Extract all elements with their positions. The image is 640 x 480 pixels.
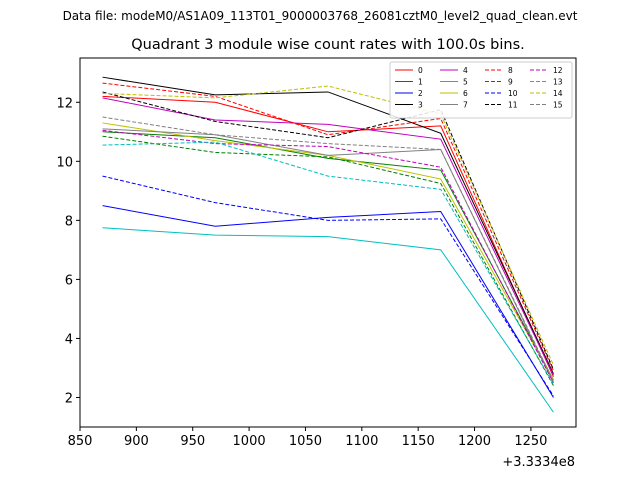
- legend-label-15: 15: [553, 101, 563, 110]
- y-tick-label: 8: [65, 214, 73, 229]
- legend-label-6: 6: [463, 89, 468, 98]
- y-tick-label: 10: [56, 155, 73, 170]
- legend-label-5: 5: [463, 78, 468, 87]
- legend-label-7: 7: [463, 101, 468, 110]
- series-line-10: [102, 175, 554, 397]
- series-line-2: [102, 205, 554, 398]
- legend-label-13: 13: [553, 78, 563, 87]
- y-tick-label: 4: [65, 332, 73, 347]
- legend-label-11: 11: [508, 101, 518, 110]
- series-line-5: [102, 227, 554, 413]
- chart-title: Quadrant 3 module wise count rates with …: [131, 37, 525, 53]
- y-tick-label: 12: [56, 96, 73, 111]
- x-tick-label: 1000: [233, 434, 266, 449]
- x-tick-label: 1250: [514, 434, 547, 449]
- series-line-11: [102, 91, 554, 370]
- x-tick-label: 1150: [402, 434, 435, 449]
- x-tick-label: 1200: [458, 434, 491, 449]
- legend-label-9: 9: [508, 78, 513, 87]
- series-line-9: [102, 135, 554, 386]
- legend-label-1: 1: [418, 78, 423, 87]
- legend-label-10: 10: [508, 89, 518, 98]
- legend-label-8: 8: [508, 66, 513, 75]
- series-line-13: [102, 141, 554, 385]
- x-tick-label: 1100: [345, 434, 378, 449]
- series-line-3: [102, 76, 554, 375]
- x-tick-label: 1050: [289, 434, 322, 449]
- legend-label-4: 4: [463, 66, 468, 75]
- legend-label-12: 12: [553, 66, 563, 75]
- series-line-4: [102, 97, 554, 376]
- series-line-14: [102, 85, 554, 366]
- chart-suptitle: Data file: modeM0/AS1A09_113T01_90000037…: [63, 9, 578, 23]
- x-tick-label: 900: [124, 434, 149, 449]
- series-layer: [102, 76, 554, 413]
- axes: 850 900 950 1000 1050 1100 1150 1200 12502468101…: [56, 57, 577, 449]
- series-line-8: [102, 82, 554, 372]
- x-offset-label: +3.3334e8: [502, 455, 575, 470]
- y-tick-label: 6: [65, 273, 73, 288]
- legend-box: [389, 61, 573, 119]
- x-tick-label: 850: [68, 434, 93, 449]
- series-line-12: [102, 129, 554, 383]
- series-line-0: [102, 95, 554, 378]
- x-tick-label: 950: [180, 434, 205, 449]
- legend-label-3: 3: [418, 101, 423, 110]
- y-tick-label: 2: [65, 391, 73, 406]
- legend-label-14: 14: [553, 89, 563, 98]
- axes-frame: [79, 57, 577, 428]
- legend-label-2: 2: [418, 89, 423, 98]
- legend-label-0: 0: [418, 66, 423, 75]
